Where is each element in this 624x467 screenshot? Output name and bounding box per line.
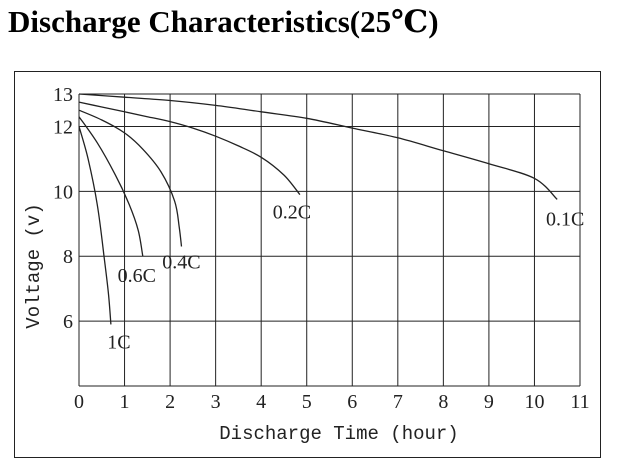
y-tick-label: 12 xyxy=(53,116,73,138)
x-tick-label: 0 xyxy=(74,391,84,413)
x-tick-label: 11 xyxy=(570,391,589,413)
x-tick-label: 7 xyxy=(393,391,403,413)
x-tick-label: 8 xyxy=(438,391,448,413)
curve-labels: 0.1C 0.2C 0.4C 0.6C 1C xyxy=(107,202,584,354)
curve-label-0-6c: 0.6C xyxy=(118,265,156,287)
curve-0-4c xyxy=(78,109,183,247)
chart-frame: 0 1 2 3 4 5 6 7 8 9 10 11 6 8 10 12 13 0.1C 0.2C 0.4C 0.6C 1… xyxy=(14,71,601,458)
x-tick-label: 5 xyxy=(302,391,312,413)
curve-0-2c xyxy=(78,101,301,196)
x-tick-label: 1 xyxy=(120,391,130,413)
y-tick-label: 13 xyxy=(53,84,73,106)
x-tick-label: 4 xyxy=(256,391,266,413)
page-title: Discharge Characteristics(25℃) xyxy=(8,4,439,39)
grid xyxy=(78,93,581,387)
x-tick-label: 2 xyxy=(165,391,175,413)
curve-label-1c: 1C xyxy=(107,331,130,353)
y-tick-label: 8 xyxy=(63,246,73,268)
x-axis-label: Discharge Time (hour) xyxy=(219,423,458,445)
y-axis-label: Voltage (v) xyxy=(23,203,45,328)
curve-0-6c xyxy=(78,116,144,257)
y-tick-label: 6 xyxy=(63,311,73,333)
x-tick-label: 9 xyxy=(484,391,494,413)
curves xyxy=(78,93,558,325)
curve-0-1c xyxy=(78,93,558,200)
curve-label-0-4c: 0.4C xyxy=(162,251,200,273)
curve-1c xyxy=(78,126,112,325)
y-tick-label: 10 xyxy=(53,181,73,203)
curve-label-0-2c: 0.2C xyxy=(273,202,311,224)
x-tick-label: 3 xyxy=(211,391,221,413)
x-tick-label: 6 xyxy=(347,391,357,413)
curve-label-0-1c: 0.1C xyxy=(546,208,584,230)
x-tick-label: 10 xyxy=(524,391,544,413)
